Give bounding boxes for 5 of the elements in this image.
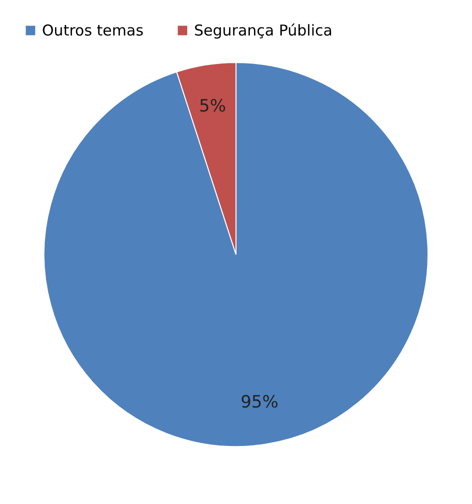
pie-slice: [44, 62, 428, 447]
data-label: 95%: [240, 392, 278, 413]
legend-label: Outros temas: [42, 22, 144, 40]
data-label: 5%: [199, 96, 226, 116]
legend-label: Segurança Pública: [194, 22, 332, 40]
